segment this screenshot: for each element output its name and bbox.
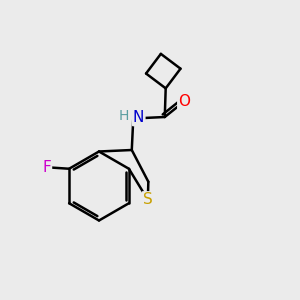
Text: O: O	[178, 94, 190, 109]
Text: F: F	[42, 160, 51, 175]
Text: N: N	[133, 110, 144, 125]
Text: S: S	[143, 192, 153, 207]
Text: H: H	[118, 109, 129, 123]
